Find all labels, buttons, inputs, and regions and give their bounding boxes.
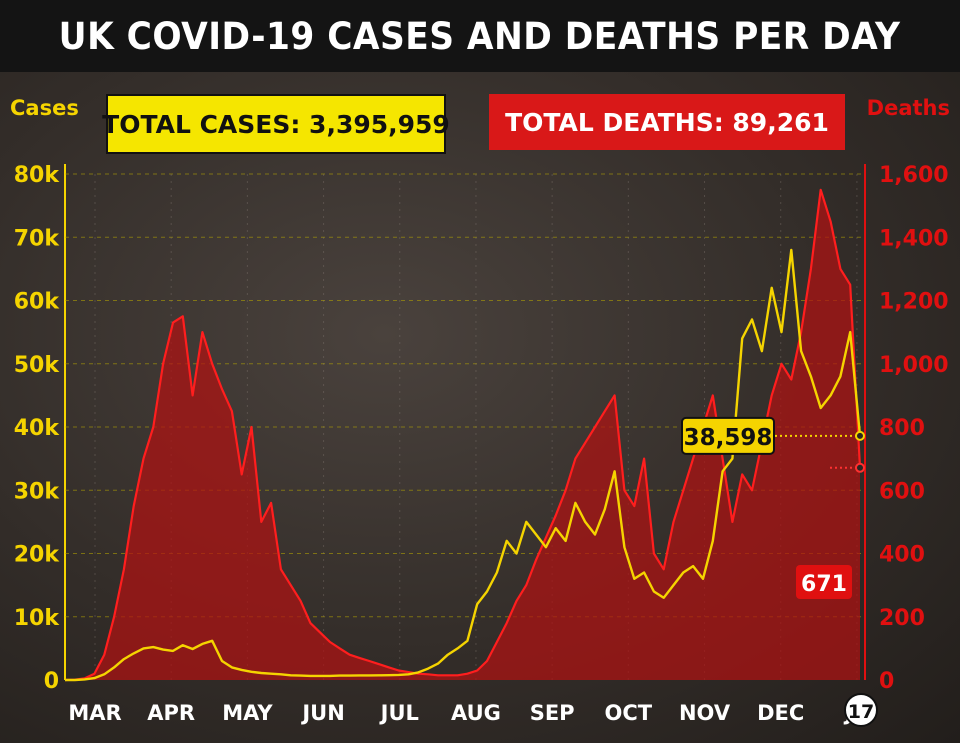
y-tick-right: 400 [879,543,925,568]
chart-title: UK COVID-19 CASES AND DEATHS PER DAY [59,14,901,58]
y-tick-right: 1,400 [879,226,949,251]
x-tick-label: JUL [379,701,419,725]
y-tick-right: 200 [879,606,925,631]
y-tick-left: 20k [14,543,61,568]
cases-end-marker [855,430,865,441]
y-tick-right: 0 [879,669,894,694]
y-tick-right: 1,200 [879,290,949,315]
deaths-callout-label: 671 [801,572,847,597]
cases-callout-box [681,416,775,455]
title-bar: UK COVID-19 CASES AND DEATHS PER DAY [0,0,960,72]
x-tick-label: MAY [222,701,273,725]
deaths-line [64,188,862,682]
y-tick-right: 600 [879,479,925,504]
x-tick-label: JUN [300,701,344,725]
x-tick-label: DEC [757,701,804,725]
total-deaths-box: TOTAL DEATHS: 89,261 [489,94,845,150]
right-axis-title: Deaths [866,96,950,120]
x-tick-label: APR [147,701,195,725]
end-date-badge [844,693,878,727]
y-tick-left: 50k [14,353,61,378]
y-tick-right: 1,000 [879,353,949,378]
y-tick-left: 10k [14,606,61,631]
x-tick-label: NOV [679,701,731,725]
x-tick-label: SEP [530,701,575,725]
total-cases-box: TOTAL CASES: 3,395,959 [102,94,450,154]
end-date-badge-label: 17 [848,701,874,723]
deaths-end-marker [855,462,865,473]
x-tick-label: MAR [68,701,121,725]
deaths-callout-box [796,565,852,599]
y-tick-right: 1,600 [879,163,949,188]
cases-callout-label: 38,598 [684,425,773,451]
deaths-area [65,189,860,681]
y-tick-left: 30k [14,479,61,504]
y-tick-left: 0 [44,669,59,694]
y-tick-left: 70k [14,226,61,251]
x-tick-label: OCT [605,701,653,725]
total-deaths-label: TOTAL DEATHS: 89,261 [505,107,829,137]
y-tick-right: 800 [879,416,925,441]
cases-line [65,248,862,682]
y-tick-left: 40k [14,416,61,441]
y-tick-left: 60k [14,290,61,315]
total-cases-label: TOTAL CASES: 3,395,959 [102,109,450,139]
x-tick-label: AUG [451,701,501,725]
left-axis-title: Cases [10,96,79,120]
y-tick-left: 80k [14,163,61,188]
